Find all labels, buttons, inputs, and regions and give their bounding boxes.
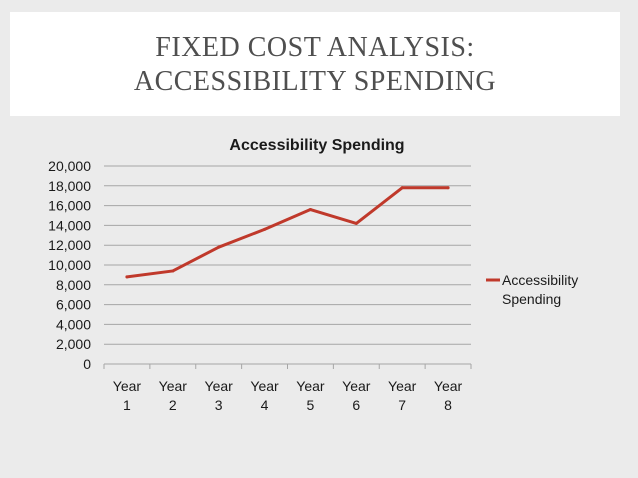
- data-point: [125, 275, 129, 279]
- data-point: [217, 245, 221, 249]
- y-tick-label: 4,000: [56, 316, 91, 332]
- legend-label: Accessibility: [502, 272, 578, 288]
- data-point: [263, 227, 267, 231]
- x-tick-label: Year: [342, 378, 371, 394]
- data-point: [354, 221, 358, 225]
- x-tick-label: 5: [307, 397, 315, 413]
- x-tick-label: Year: [434, 378, 463, 394]
- x-tick-label: Year: [205, 378, 234, 394]
- data-point: [171, 269, 175, 273]
- x-tick-label: 8: [444, 397, 452, 413]
- x-tick-label: 7: [398, 397, 406, 413]
- y-tick-label: 16,000: [48, 198, 91, 214]
- x-tick-label: 6: [352, 397, 360, 413]
- series-line-0: [125, 186, 450, 279]
- legend-label: Spending: [502, 291, 561, 307]
- x-tick-label: 3: [215, 397, 223, 413]
- data-point: [400, 186, 404, 190]
- x-tick-label: 2: [169, 397, 177, 413]
- x-tick-label: Year: [250, 378, 279, 394]
- y-tick-label: 14,000: [48, 217, 91, 233]
- data-point: [308, 208, 312, 212]
- x-tick-label: 1: [123, 397, 131, 413]
- y-tick-label: 8,000: [56, 277, 91, 293]
- y-tick-label: 18,000: [48, 178, 91, 194]
- y-tick-label: 10,000: [48, 257, 91, 273]
- chart-title: Accessibility Spending: [229, 137, 404, 154]
- x-tick-label: Year: [159, 378, 188, 394]
- x-tick-label: Year: [388, 378, 417, 394]
- slide-title-box: FIXED COST ANALYSIS: ACCESSIBILITY SPEND…: [10, 12, 620, 116]
- y-tick-label: 12,000: [48, 237, 91, 253]
- data-point: [446, 186, 450, 190]
- y-tick-label: 2,000: [56, 336, 91, 352]
- x-tick-label: Year: [296, 378, 325, 394]
- x-tick-label: Year: [113, 378, 142, 394]
- slide-title-line-1: FIXED COST ANALYSIS:: [155, 32, 475, 63]
- y-tick-label: 0: [83, 356, 91, 372]
- y-tick-label: 20,000: [48, 158, 91, 174]
- x-tick-label: 4: [261, 397, 269, 413]
- slide-title-line-2: ACCESSIBILITY SPENDING: [133, 66, 497, 97]
- y-tick-label: 6,000: [56, 297, 91, 313]
